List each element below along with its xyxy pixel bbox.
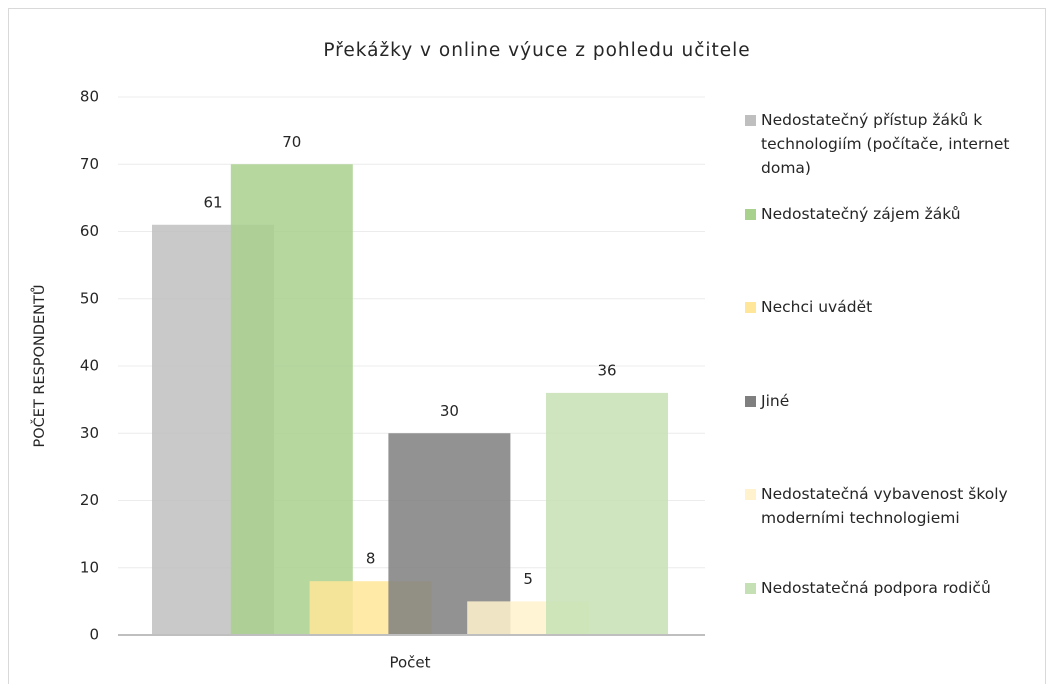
legend-item: Nechci uvádět bbox=[745, 295, 1040, 319]
legend-label: Jiné bbox=[761, 391, 790, 410]
y-tick-label: 10 bbox=[80, 558, 99, 576]
chart-title: Překážky v online výuce z pohledu učitel… bbox=[323, 40, 750, 61]
y-tick-label: 80 bbox=[80, 88, 99, 106]
legend-swatch bbox=[745, 115, 756, 126]
legend-swatch bbox=[745, 583, 756, 594]
bar bbox=[546, 392, 668, 635]
y-tick-label: 40 bbox=[80, 357, 99, 375]
y-tick-label: 70 bbox=[80, 155, 99, 173]
chart-border bbox=[8, 8, 1046, 684]
legend-item: Nedostatečný zájem žáků bbox=[745, 202, 1040, 226]
legend-label: Nechci uvádět bbox=[761, 298, 873, 317]
legend-swatch bbox=[745, 489, 756, 501]
y-tick-label: 20 bbox=[80, 491, 99, 509]
legend-label: Nedostatečný zájem žáků bbox=[761, 204, 961, 223]
y-tick-label: 50 bbox=[80, 289, 99, 307]
data-label: 8 bbox=[366, 550, 376, 568]
data-label: 30 bbox=[440, 402, 459, 420]
legend-label: Nedostatečná podpora rodičů bbox=[761, 579, 991, 597]
y-axis-label: POČET RESPONDENTŮ bbox=[30, 285, 48, 448]
legend-swatch bbox=[745, 395, 756, 407]
y-tick-label: 0 bbox=[89, 626, 99, 644]
data-label: 70 bbox=[282, 133, 301, 151]
x-tick-label: Počet bbox=[389, 654, 430, 672]
y-tick-label: 30 bbox=[80, 424, 99, 442]
data-label: 5 bbox=[523, 570, 533, 588]
legend-item: Nedostatečná vybavenost školy moderními … bbox=[745, 482, 1040, 530]
bar bbox=[230, 164, 353, 635]
data-label: 61 bbox=[203, 193, 222, 211]
y-tick-label: 60 bbox=[80, 222, 99, 240]
legend-label: Nedostatečný přístup žáků k technologiím… bbox=[761, 111, 1010, 177]
data-label: 36 bbox=[597, 361, 616, 379]
legend-item: Nedostatečná podpora rodičů bbox=[745, 576, 1040, 600]
legend-item: Jiné bbox=[745, 389, 1040, 413]
legend-swatch bbox=[745, 208, 756, 220]
legend-swatch bbox=[745, 302, 756, 314]
legend-label: Nedostatečná vybavenost školy moderními … bbox=[761, 485, 1008, 528]
legend-item: Nedostatečný přístup žáků k technologiím… bbox=[745, 108, 1040, 180]
